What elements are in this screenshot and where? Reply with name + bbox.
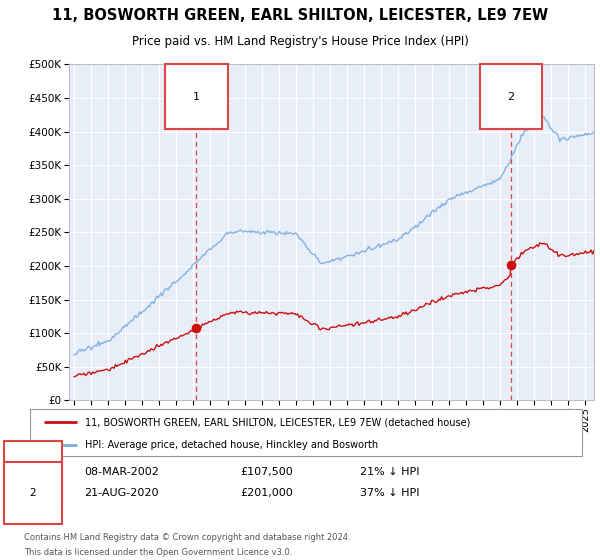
FancyBboxPatch shape bbox=[30, 409, 582, 456]
Text: £201,000: £201,000 bbox=[240, 488, 293, 498]
Text: 1: 1 bbox=[193, 92, 200, 102]
Text: 2: 2 bbox=[29, 488, 37, 498]
Text: 11, BOSWORTH GREEN, EARL SHILTON, LEICESTER, LE9 7EW: 11, BOSWORTH GREEN, EARL SHILTON, LEICES… bbox=[52, 8, 548, 24]
Text: 2: 2 bbox=[508, 92, 515, 102]
Text: £107,500: £107,500 bbox=[240, 467, 293, 477]
Text: 08-MAR-2002: 08-MAR-2002 bbox=[84, 467, 159, 477]
Text: Contains HM Land Registry data © Crown copyright and database right 2024.: Contains HM Land Registry data © Crown c… bbox=[24, 533, 350, 542]
Text: This data is licensed under the Open Government Licence v3.0.: This data is licensed under the Open Gov… bbox=[24, 548, 292, 557]
Text: Price paid vs. HM Land Registry's House Price Index (HPI): Price paid vs. HM Land Registry's House … bbox=[131, 35, 469, 48]
Text: 37% ↓ HPI: 37% ↓ HPI bbox=[360, 488, 419, 498]
Text: 1: 1 bbox=[29, 467, 37, 477]
Text: HPI: Average price, detached house, Hinckley and Bosworth: HPI: Average price, detached house, Hinc… bbox=[85, 440, 379, 450]
Text: 21% ↓ HPI: 21% ↓ HPI bbox=[360, 467, 419, 477]
Text: 11, BOSWORTH GREEN, EARL SHILTON, LEICESTER, LE9 7EW (detached house): 11, BOSWORTH GREEN, EARL SHILTON, LEICES… bbox=[85, 417, 470, 427]
Text: 21-AUG-2020: 21-AUG-2020 bbox=[84, 488, 158, 498]
